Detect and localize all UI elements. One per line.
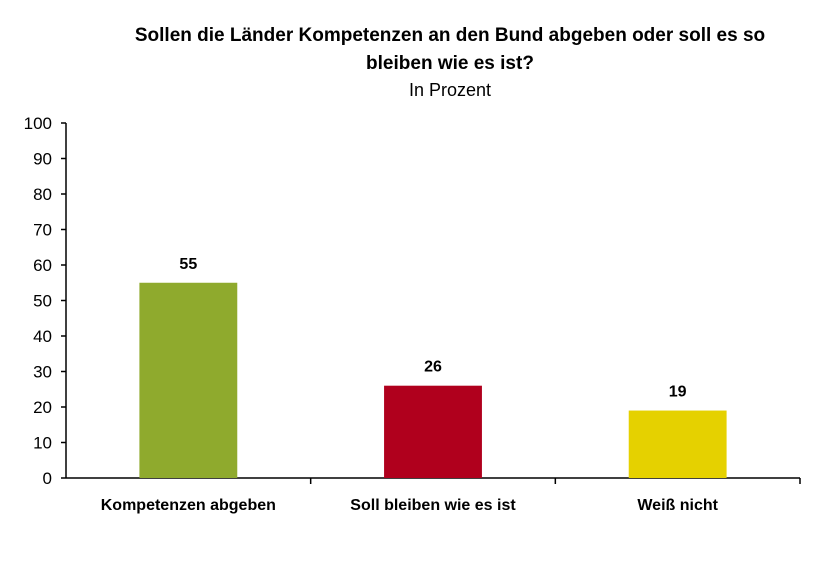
data-label: 55 bbox=[179, 256, 197, 273]
data-label: 26 bbox=[424, 359, 442, 376]
y-tick-label: 100 bbox=[24, 114, 52, 133]
category-label: Soll bleiben wie es ist bbox=[350, 497, 516, 514]
y-tick-label: 40 bbox=[33, 327, 52, 346]
y-tick-label: 10 bbox=[33, 434, 52, 453]
category-label: Weiß nicht bbox=[637, 497, 718, 514]
bar bbox=[628, 410, 727, 478]
chart-subtitle: In Prozent bbox=[408, 80, 492, 100]
y-tick-label: 70 bbox=[33, 221, 52, 240]
chart-title-block: Sollen die Länder Kompetenzen an den Bun… bbox=[100, 22, 800, 102]
y-tick-label: 0 bbox=[43, 469, 52, 488]
chart-title: Sollen die Länder Kompetenzen an den Bun… bbox=[134, 25, 766, 74]
y-tick-label: 50 bbox=[33, 292, 52, 311]
category-label: Kompetenzen abgeben bbox=[101, 497, 276, 514]
y-tick-label: 20 bbox=[33, 398, 52, 417]
y-tick-label: 60 bbox=[33, 256, 52, 275]
bar bbox=[139, 282, 238, 478]
y-tick-label: 30 bbox=[33, 363, 52, 382]
y-tick-label: 80 bbox=[33, 185, 52, 204]
bar bbox=[384, 385, 482, 478]
data-label: 19 bbox=[669, 384, 687, 401]
y-tick-label: 90 bbox=[33, 150, 52, 169]
